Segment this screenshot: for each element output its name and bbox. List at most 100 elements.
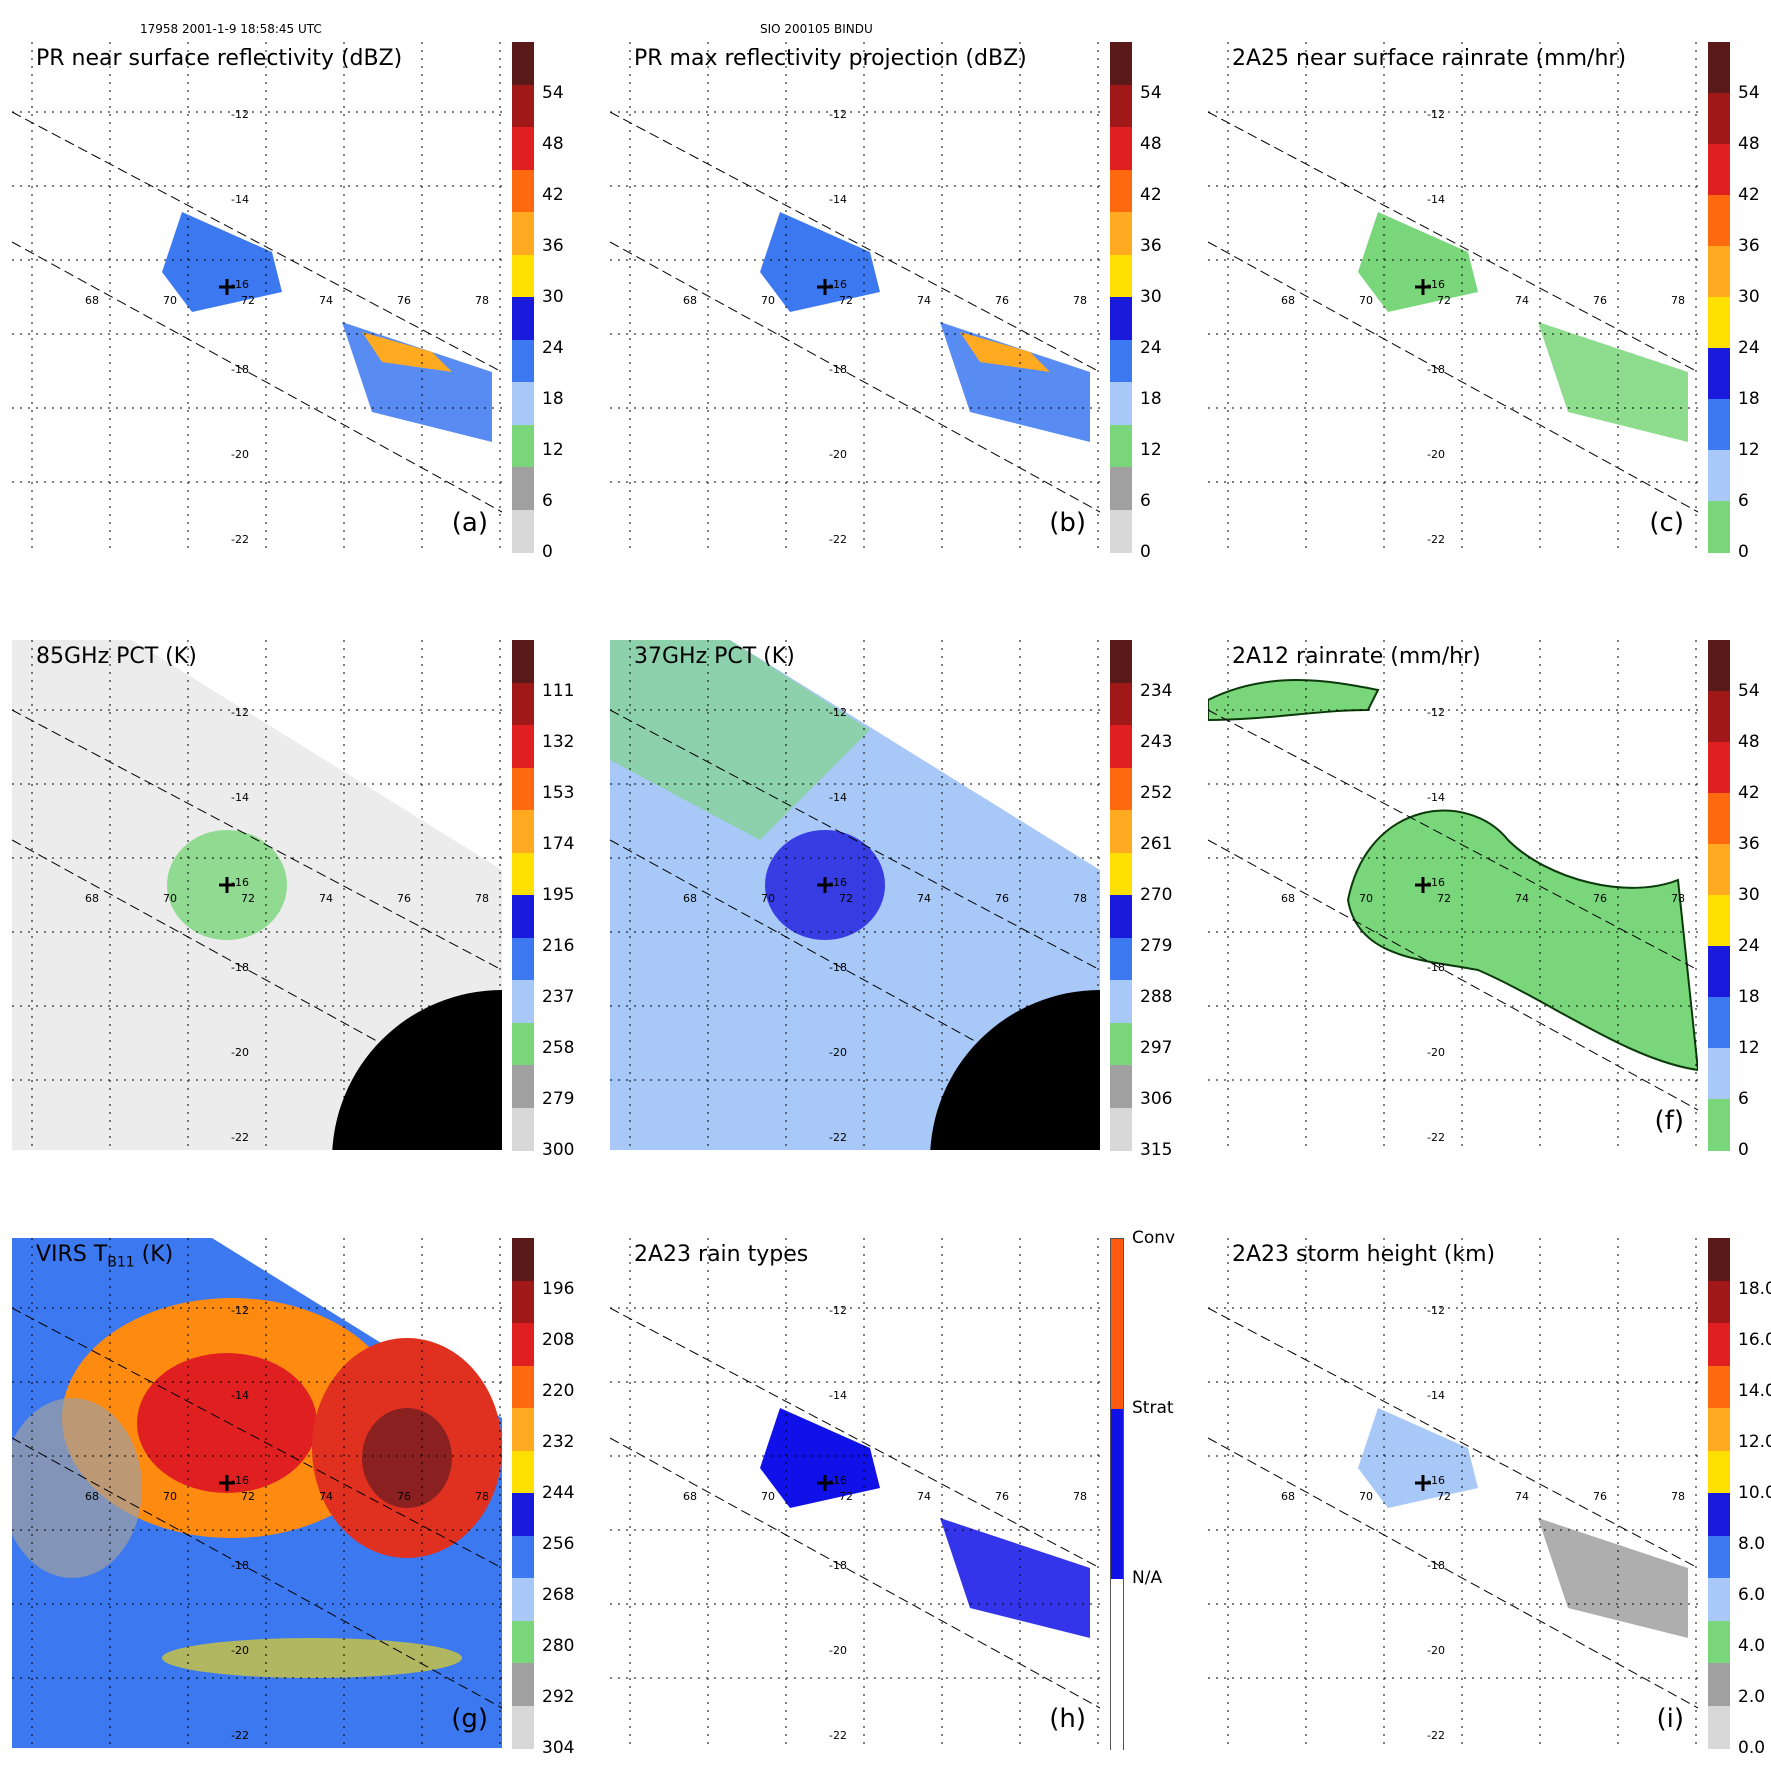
cloud-core xyxy=(137,1353,317,1493)
colorbar-segment xyxy=(1708,246,1730,298)
panel-title: 2A12 rainrate (mm/hr) xyxy=(1232,644,1481,669)
colorbar-tick-label: 30 xyxy=(1738,885,1760,905)
colorbar-segment xyxy=(1110,84,1132,128)
lon-label: 76 xyxy=(995,892,1009,905)
lon-label: 76 xyxy=(1593,294,1607,307)
swath-rain-area xyxy=(1538,1518,1688,1638)
lat-label: -12 xyxy=(829,1304,847,1317)
secondary-core xyxy=(362,1408,452,1508)
colorbar-segment xyxy=(512,339,534,383)
lon-label: 76 xyxy=(397,1490,411,1503)
panel-a: 68 70 72 74 76 78 -12 -14 -16 -18 -20 -22 PR near su… xyxy=(12,42,564,562)
colorbar-ticks: Conv Strat N/A xyxy=(1132,1228,1200,1748)
colorbar-segment xyxy=(1110,640,1132,683)
colorbar-segment xyxy=(512,127,534,170)
storm-center-marker xyxy=(817,1475,833,1491)
colorbar-ticks: 111 132 153 174 195 216 237 258 279 300 xyxy=(542,640,602,1160)
lat-label: -12 xyxy=(829,108,847,121)
colorbar-tick-label: N/A xyxy=(1132,1568,1163,1588)
lon-label: 70 xyxy=(761,1490,775,1503)
panel-title: 2A23 rain types xyxy=(634,1242,809,1267)
colorbar-tick-label: 12.0 xyxy=(1738,1432,1771,1452)
colorbar-tick-label: 36 xyxy=(1738,834,1760,854)
lat-label: -18 xyxy=(231,961,249,974)
colorbar-tick-label: Strat xyxy=(1132,1398,1174,1418)
lat-label: -16 xyxy=(829,876,847,889)
colorbar-tick-label: 18 xyxy=(1738,389,1760,409)
lon-label: 72 xyxy=(241,1490,255,1503)
map-plot: 68 70 72 74 76 78 -12 -14 -16 -18 -20 -22 xyxy=(12,640,502,1150)
colorbar-tick-label: 279 xyxy=(1140,936,1173,956)
lat-label: -16 xyxy=(231,278,249,291)
colorbar-tick-label: 12 xyxy=(1738,1038,1760,1058)
colorbar-segment xyxy=(512,169,534,213)
colorbar xyxy=(512,1238,534,1749)
map-plot: 68 70 72 74 76 78 -12 -14 -16 -18 -20 -22 xyxy=(1208,1238,1698,1748)
lat-label: -22 xyxy=(231,533,249,546)
lat-label: -20 xyxy=(1427,1046,1445,1059)
colorbar-segment xyxy=(1110,937,1132,981)
colorbar-segment xyxy=(1708,793,1730,845)
swath-edge-line xyxy=(12,241,502,513)
lat-label: -22 xyxy=(231,1729,249,1742)
colorbar-segment xyxy=(512,1408,534,1451)
lon-label: 68 xyxy=(85,892,99,905)
colorbar-tick-label: 18 xyxy=(542,389,564,409)
colorbar-segment xyxy=(512,1022,534,1066)
lon-label: 76 xyxy=(995,1490,1009,1503)
lon-label: 70 xyxy=(1359,294,1373,307)
lat-label: -12 xyxy=(829,706,847,719)
lat-label: -22 xyxy=(829,533,847,546)
colorbar-tick-label: 54 xyxy=(542,83,564,103)
colorbar-segment xyxy=(512,980,534,1023)
panel-letter: (h) xyxy=(1049,1704,1086,1734)
lon-label: 72 xyxy=(1437,294,1451,307)
colorbar xyxy=(512,640,534,1151)
swath-edge-line xyxy=(610,1307,1100,1569)
lat-label: -18 xyxy=(1427,363,1445,376)
lat-label: -12 xyxy=(1427,108,1445,121)
swath-storm-area xyxy=(1358,1408,1478,1508)
lat-label: -16 xyxy=(231,1474,249,1487)
colorbar-tick-label: 36 xyxy=(1738,236,1760,256)
map-svg: 68 70 72 74 76 78 -12 -14 -16 -18 -20 -22 xyxy=(610,1238,1100,1748)
lon-label: 76 xyxy=(397,294,411,307)
colorbar-tick-label: 292 xyxy=(542,1687,575,1707)
colorbar-segment xyxy=(1110,767,1132,811)
colorbar-segment xyxy=(1708,1578,1730,1621)
colorbar-segment xyxy=(1110,467,1132,510)
colorbar-ticks: 54 48 42 36 30 24 18 12 6 0 xyxy=(1140,42,1200,562)
colorbar-segment xyxy=(1708,348,1730,400)
lon-label: 74 xyxy=(917,294,931,307)
lon-label: 70 xyxy=(1359,1490,1373,1503)
storm-center-marker xyxy=(219,877,235,893)
colorbar-tick-label: 2.0 xyxy=(1738,1687,1766,1707)
colorbar-tick-label: 18 xyxy=(1738,987,1760,1007)
colorbar-segment xyxy=(1111,1239,1123,1410)
lat-label: -20 xyxy=(231,1644,249,1657)
lat-label: -16 xyxy=(231,876,249,889)
colorbar-tick-label: 14.0 xyxy=(1738,1381,1771,1401)
lat-label: -20 xyxy=(829,1046,847,1059)
colorbar-segment xyxy=(512,509,534,553)
colorbar-segment xyxy=(1708,501,1730,553)
lat-label: -22 xyxy=(829,1729,847,1742)
lat-label: -20 xyxy=(829,448,847,461)
map-svg: 68 70 72 74 76 78 -12 -14 -16 -18 -20 -22 xyxy=(610,42,1100,552)
colorbar-segment xyxy=(1708,1493,1730,1536)
colorbar-tick-label: 258 xyxy=(542,1038,575,1058)
colorbar-tick-label: 10.0 xyxy=(1738,1483,1771,1503)
colorbar-tick-label: 195 xyxy=(542,885,575,905)
panel-title: 2A23 storm height (km) xyxy=(1232,1242,1496,1267)
lat-label: -22 xyxy=(1427,533,1445,546)
map-svg: 68 70 72 74 76 78 -12 -14 -16 -18 -20 -22 xyxy=(12,640,502,1150)
map-plot: 68 70 72 74 76 78 -12 -14 -16 -18 -20 -22 xyxy=(12,42,502,552)
lon-label: 70 xyxy=(761,294,775,307)
colorbar-ticks: 234 243 252 261 270 279 288 297 306 315 xyxy=(1140,640,1200,1160)
colorbar-segment xyxy=(512,1450,534,1494)
colorbar-ticks: 54 48 42 36 30 24 18 12 6 0 xyxy=(542,42,602,562)
colorbar-segment xyxy=(512,1578,534,1621)
colorbar-segment xyxy=(512,895,534,938)
panel-h: 68 70 72 74 76 78 -12 -14 -16 -18 -20 -22 2A23 rain … xyxy=(610,1228,1175,1750)
colorbar-segment xyxy=(1708,1099,1730,1151)
